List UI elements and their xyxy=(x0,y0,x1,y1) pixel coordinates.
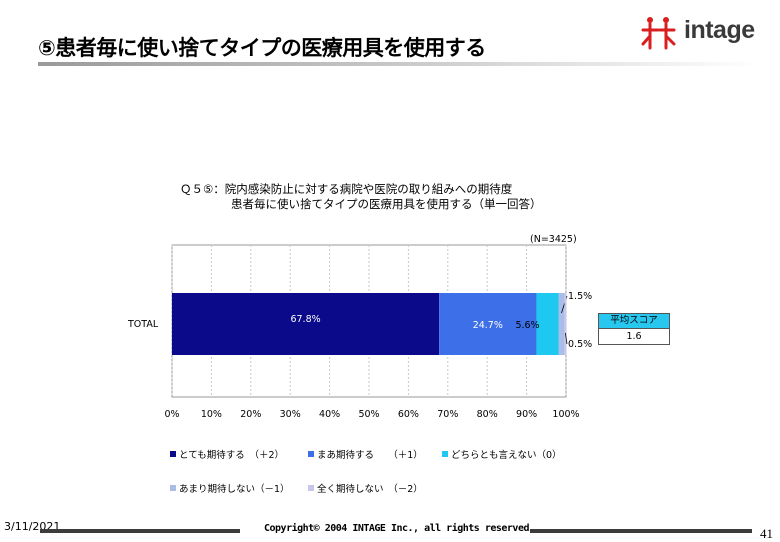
chart-question: Ｑ５⑤：院内感染防止に対する病院や医院の取り組みへの期待度 患者毎に使い捨てタイ… xyxy=(180,182,542,212)
logo-wordmark: intage xyxy=(684,16,755,44)
x-tick-label: 20% xyxy=(240,409,261,420)
x-tick-label: 30% xyxy=(280,409,301,420)
x-tick-label: 40% xyxy=(319,409,340,420)
legend-label: 全く期待しない （－2） xyxy=(317,484,423,495)
bar-segment xyxy=(172,293,440,355)
legend-label: どちらとも言えない（0） xyxy=(451,450,562,461)
average-score-header: 平均スコア xyxy=(599,314,669,329)
footer-rule-left xyxy=(40,529,240,533)
legend-label: あまり期待しない（－1） xyxy=(179,484,290,495)
x-tick-label: 0% xyxy=(164,409,179,420)
bar-segment xyxy=(558,293,565,355)
legend-item: どちらとも言えない（0） xyxy=(442,447,562,461)
x-tick-label: 90% xyxy=(516,409,537,420)
legend-swatch xyxy=(308,485,314,491)
copyright: Copyright© 2004 INTAGE Inc., all rights … xyxy=(264,523,535,534)
chart-title-line-2: 患者毎に使い捨てタイプの医療用具を使用する（単一回答） xyxy=(231,197,542,211)
x-tick-label: 60% xyxy=(398,409,419,420)
legend-item: とても期待する （＋2） xyxy=(170,447,284,461)
legend-swatch xyxy=(170,485,176,491)
bar-segment xyxy=(439,293,537,355)
x-tick-label: 10% xyxy=(201,409,222,420)
x-tick-label: 50% xyxy=(358,409,379,420)
bar-segment xyxy=(536,293,559,355)
legend-swatch xyxy=(442,451,448,457)
data-label-leader xyxy=(565,332,568,345)
x-tick-label: 70% xyxy=(437,409,458,420)
data-label: 0.5% xyxy=(568,339,592,350)
intage-mark-icon xyxy=(641,17,676,50)
bar-segment xyxy=(564,293,567,355)
data-label: 5.6% xyxy=(515,320,539,331)
slide-title: ⑤患者毎に使い捨てタイプの医療用具を使用する xyxy=(38,36,486,60)
title-rule xyxy=(38,62,760,66)
x-tick-label: 80% xyxy=(477,409,498,420)
data-label: 67.8% xyxy=(290,314,320,325)
footer-rule-right xyxy=(530,529,752,533)
page-number: 41 xyxy=(760,526,773,541)
average-score-box: 平均スコア 1.6 xyxy=(598,313,670,345)
average-score-value: 1.6 xyxy=(626,331,642,342)
legend-swatch xyxy=(308,451,314,457)
legend-item: 全く期待しない （－2） xyxy=(308,481,423,495)
chart-title-line-1: Ｑ５⑤：院内感染防止に対する病院や医院の取り組みへの期待度 xyxy=(180,182,513,196)
sample-size: (N=3425) xyxy=(530,234,577,245)
category-label: TOTAL xyxy=(127,319,159,330)
legend-label: まあ期待する （＋1） xyxy=(317,450,423,461)
intage-logo: intage xyxy=(640,14,770,52)
data-label: 24.7% xyxy=(473,320,503,331)
legend-label: とても期待する （＋2） xyxy=(179,450,285,461)
legend-swatch xyxy=(170,451,176,457)
legend-item: まあ期待する （＋1） xyxy=(308,447,423,461)
x-tick-label: 100% xyxy=(552,409,579,420)
legend-item: あまり期待しない（－1） xyxy=(170,481,290,495)
data-label: 1.5% xyxy=(568,291,592,302)
